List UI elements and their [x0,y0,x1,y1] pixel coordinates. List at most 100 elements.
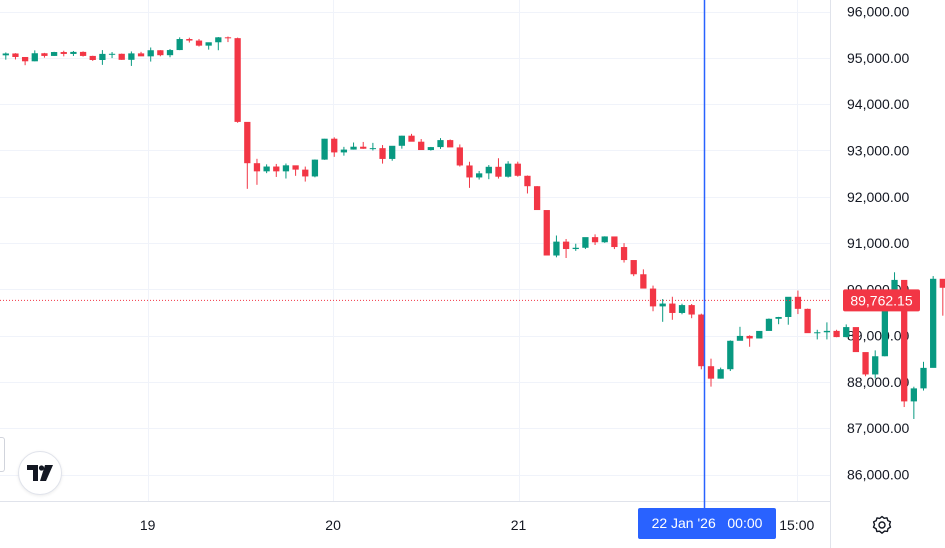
candle-body [79,51,87,56]
candle-body [736,335,744,341]
candle-body [282,165,290,172]
candle-body [118,53,125,60]
candle-body [437,140,444,148]
candle-body [41,53,48,56]
candle-body [785,296,792,317]
candle-body [823,330,831,333]
candle-body [205,42,212,46]
candle-body [350,146,357,150]
candle-body [166,50,174,56]
candle-body [447,140,454,148]
candle-body [379,148,386,159]
tradingview-logo-icon[interactable] [18,451,62,495]
y-tick-label: 95,000.00 [847,50,909,66]
axes: 96,000.00 95,000.00 94,000.00 93,000.00 92,0… [0,0,909,548]
candle-body [244,121,251,164]
last-price-tag [843,289,920,312]
candle-body [562,241,570,250]
candle-body [427,147,434,151]
candle-body [872,356,879,375]
chart-settings-gear-icon[interactable] [872,515,892,535]
candle-body [340,149,348,153]
candle-body [456,147,463,166]
candle-body [2,53,9,56]
last-price-label: 89,762.15 [850,292,912,308]
candle-body [476,173,483,178]
candle-body [302,169,309,177]
candle-body [756,330,763,339]
candle-body [920,367,927,389]
candle-body [669,303,676,313]
candle-body [389,145,396,159]
candle-body [70,51,77,54]
candle-body [707,366,715,379]
y-tick-label: 86,000.00 [847,467,909,483]
candle-body [89,55,96,60]
candle-body [814,332,821,334]
candle-body [746,335,753,339]
candle-body [485,166,492,174]
candle-body [311,159,319,177]
overlays: 89,762.15 [0,0,920,508]
y-tick-label: 89,000.00 [847,328,909,344]
x-tick-label: 21 [511,517,527,533]
candle-body [804,308,811,334]
candle-body [21,56,29,62]
candle-body [862,352,869,375]
candles [2,36,945,419]
candle-body [591,237,599,243]
y-tick-label: 91,000.00 [847,235,909,251]
y-tick-label: 93,000.00 [847,142,909,158]
candle-body [901,279,908,402]
cursor-date-label: 22 Jan '26 00:00 [638,508,776,539]
candle-body [176,39,183,51]
candle-body [630,260,637,275]
candle-body [620,247,628,261]
candle-body [504,163,512,177]
candle-body [678,305,686,313]
candle-body [514,163,521,176]
candle-body [418,141,425,151]
candle-body [727,340,734,370]
candle-body [234,38,241,122]
candle-body [408,135,415,142]
candle-body [31,53,38,62]
candle-body [60,52,67,54]
left-handle[interactable] [0,437,5,472]
candle-body [843,327,850,338]
candle-body [601,236,608,243]
candle-body [137,53,145,57]
candle-body [881,291,889,357]
candle-body [147,50,154,57]
candle-body [659,303,666,307]
candle-body [717,369,724,379]
candle-body [321,138,328,160]
candle-body [108,53,116,55]
candle-body [253,163,261,172]
candle-body [640,274,647,289]
candle-body [224,37,232,39]
candle-body [524,175,531,187]
candle-body [263,166,270,172]
candle-body [939,278,945,288]
candle-body [12,53,19,57]
candle-body [331,138,338,153]
candle-body [688,305,695,315]
candle-body [128,53,135,60]
candle-body [553,241,560,256]
candle-body [215,37,222,43]
candle-body [398,135,406,146]
candle-body [495,166,502,177]
candle-body [292,165,299,170]
y-tick-label: 96,000.00 [847,4,909,20]
candle-body [466,165,473,178]
candle-body [50,52,58,56]
candle-body [186,39,193,41]
y-tick-label: 88,000.00 [847,374,909,390]
y-tick-label: 87,000.00 [847,420,909,436]
candle-body [543,210,550,256]
y-tick-label: 94,000.00 [847,96,909,112]
candle-body [930,278,937,368]
candle-body [360,146,367,149]
